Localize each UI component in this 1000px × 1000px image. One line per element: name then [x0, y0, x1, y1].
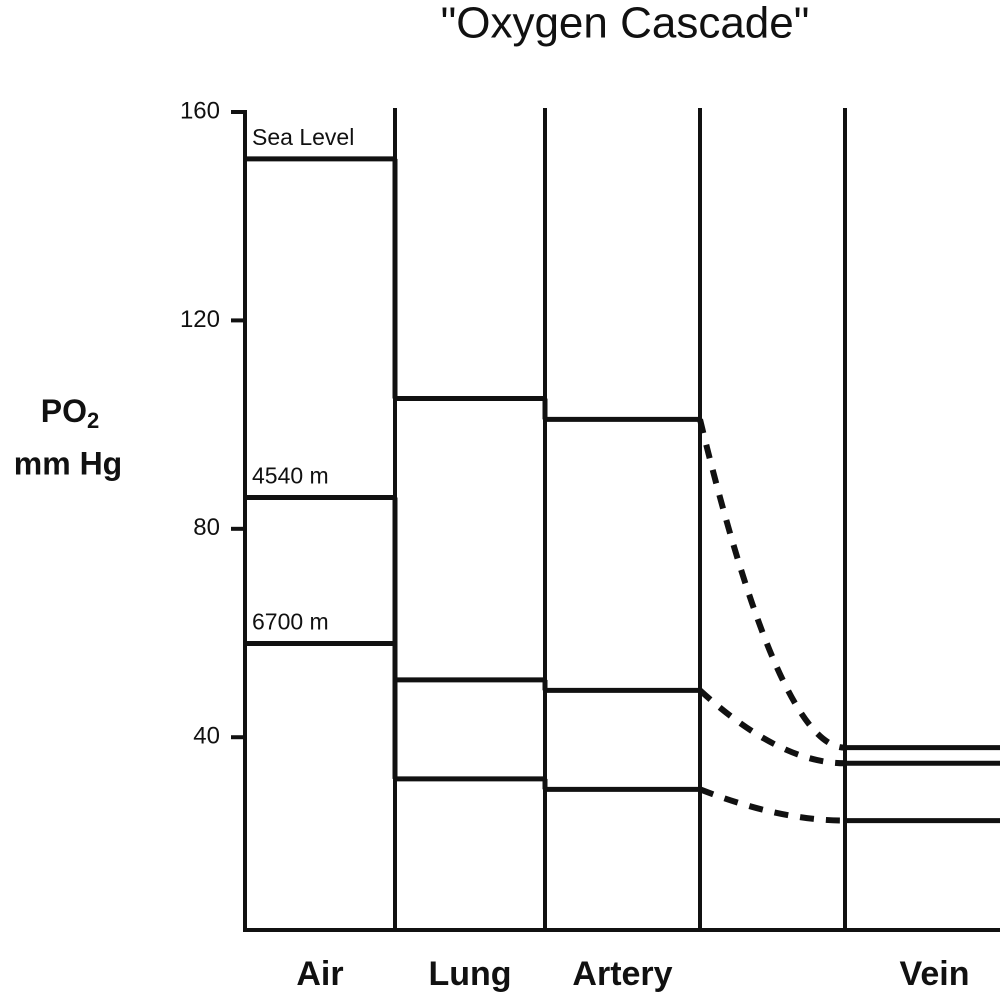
y-axis-label: PO2 [41, 393, 99, 432]
y-tick-label: 120 [180, 306, 220, 333]
y-tick-label: 160 [180, 97, 220, 124]
x-tick-label: Vein [900, 955, 970, 993]
x-tick-label: Air [296, 955, 343, 993]
y-axis-label-unit: mm Hg [14, 445, 122, 481]
series-label: Sea Level [252, 124, 354, 150]
transition-curve [697, 418, 846, 751]
x-tick-label: Lung [428, 955, 511, 993]
y-tick-label: 40 [193, 723, 220, 750]
x-tick-label: Artery [572, 955, 672, 993]
transition-curve [697, 688, 846, 767]
y-tick-label: 80 [193, 514, 220, 541]
series-label: 4540 m [252, 463, 329, 489]
chart-title: "Oxygen Cascade" [441, 0, 810, 48]
y-label-main: PO [41, 393, 87, 429]
transition-curve [698, 786, 846, 824]
series-label: 6700 m [252, 609, 329, 635]
y-label-subscript: 2 [87, 408, 99, 433]
